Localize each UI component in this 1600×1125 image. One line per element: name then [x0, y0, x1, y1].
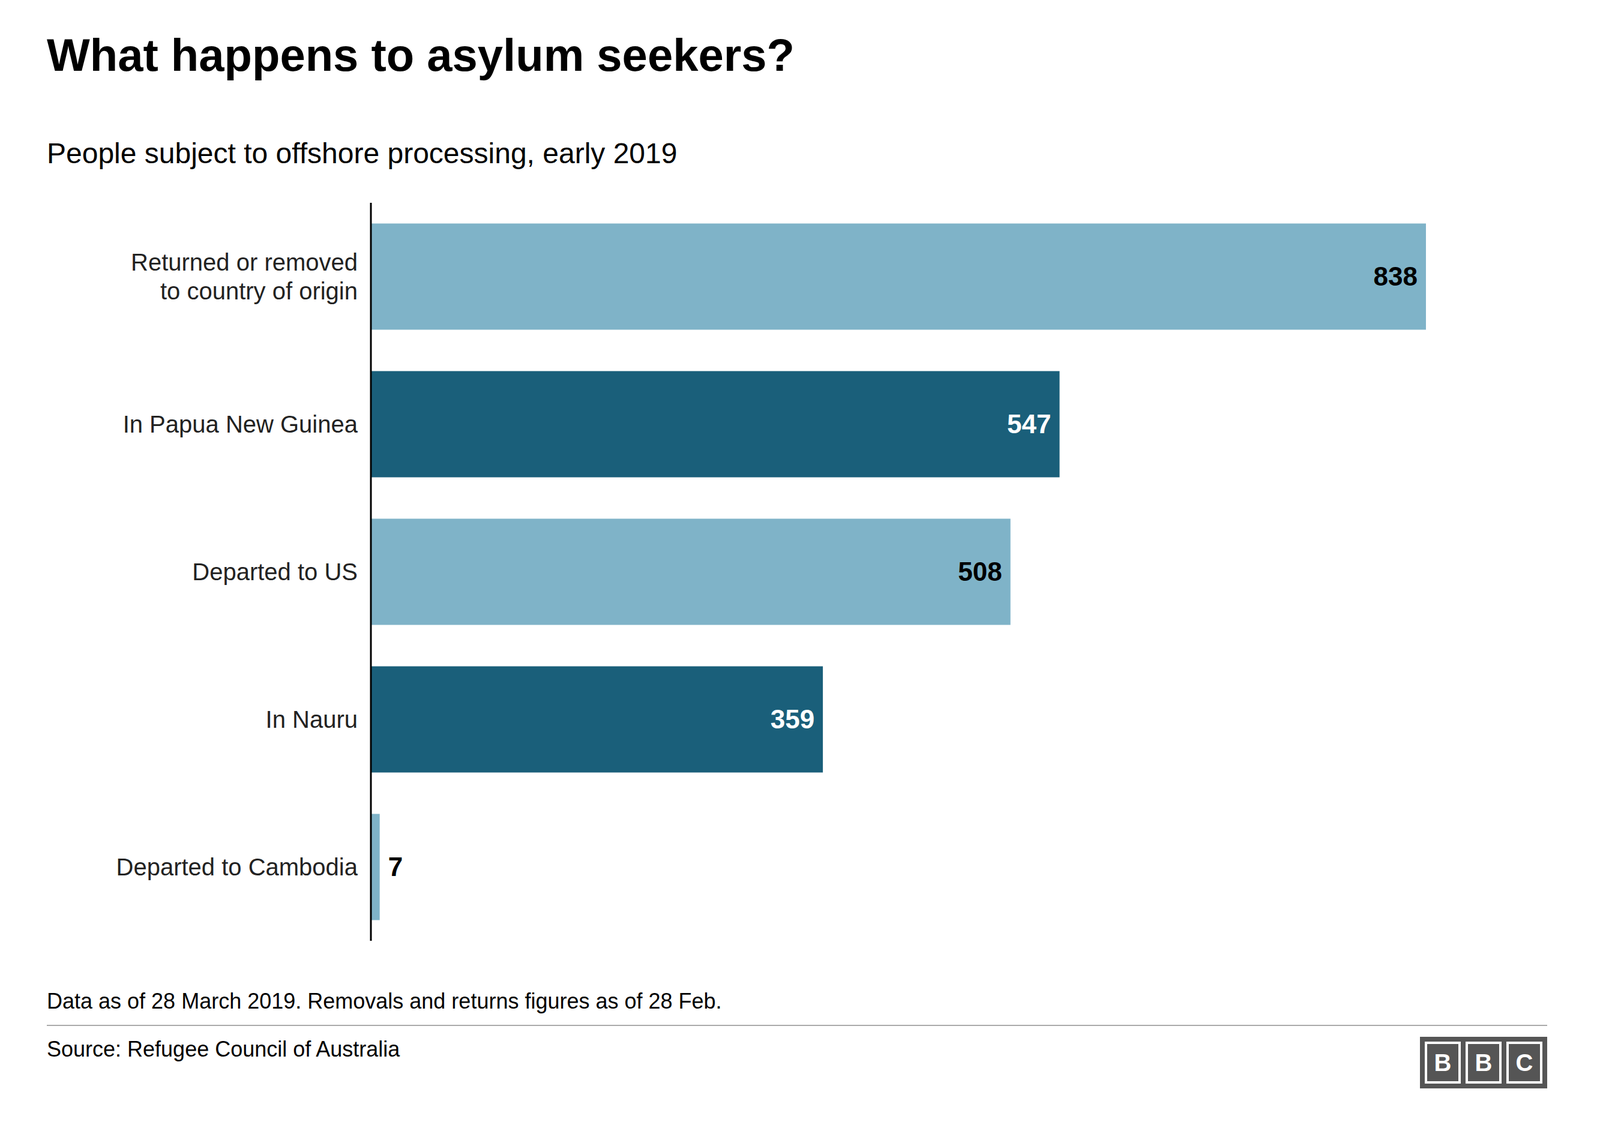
svg-text:In Nauru: In Nauru [265, 706, 358, 733]
html-text:What happens to asylum seekers: What happens to asylum seekers? [46, 29, 795, 81]
html-text:Source: Refugee Council of Aus: Source: Refugee Council of Australia [46, 1037, 400, 1062]
svg-text:Departed to US: Departed to US [192, 558, 358, 586]
svg-text:Returned or removedto country: Returned or removedto country of origin [130, 249, 358, 305]
svg-text:359: 359 [770, 704, 815, 734]
html-text:Data as of 28 March 2019. Remo: Data as of 28 March 2019. Removals and r… [46, 989, 722, 1014]
svg-text:Departed to Cambodia: Departed to Cambodia [116, 854, 359, 881]
html-text:People subject to offshore pro: People subject to offshore processing, e… [46, 137, 678, 170]
html-text:C: C [1515, 1049, 1534, 1076]
svg-text:838: 838 [1373, 261, 1418, 292]
svg-text:547: 547 [1007, 409, 1051, 439]
svg-text:508: 508 [957, 556, 1002, 587]
html-text:B: B [1434, 1049, 1452, 1076]
svg-text:In Papua New Guinea: In Papua New Guinea [123, 411, 359, 438]
html-text:B: B [1474, 1049, 1493, 1076]
svg-text:7: 7 [388, 852, 403, 882]
